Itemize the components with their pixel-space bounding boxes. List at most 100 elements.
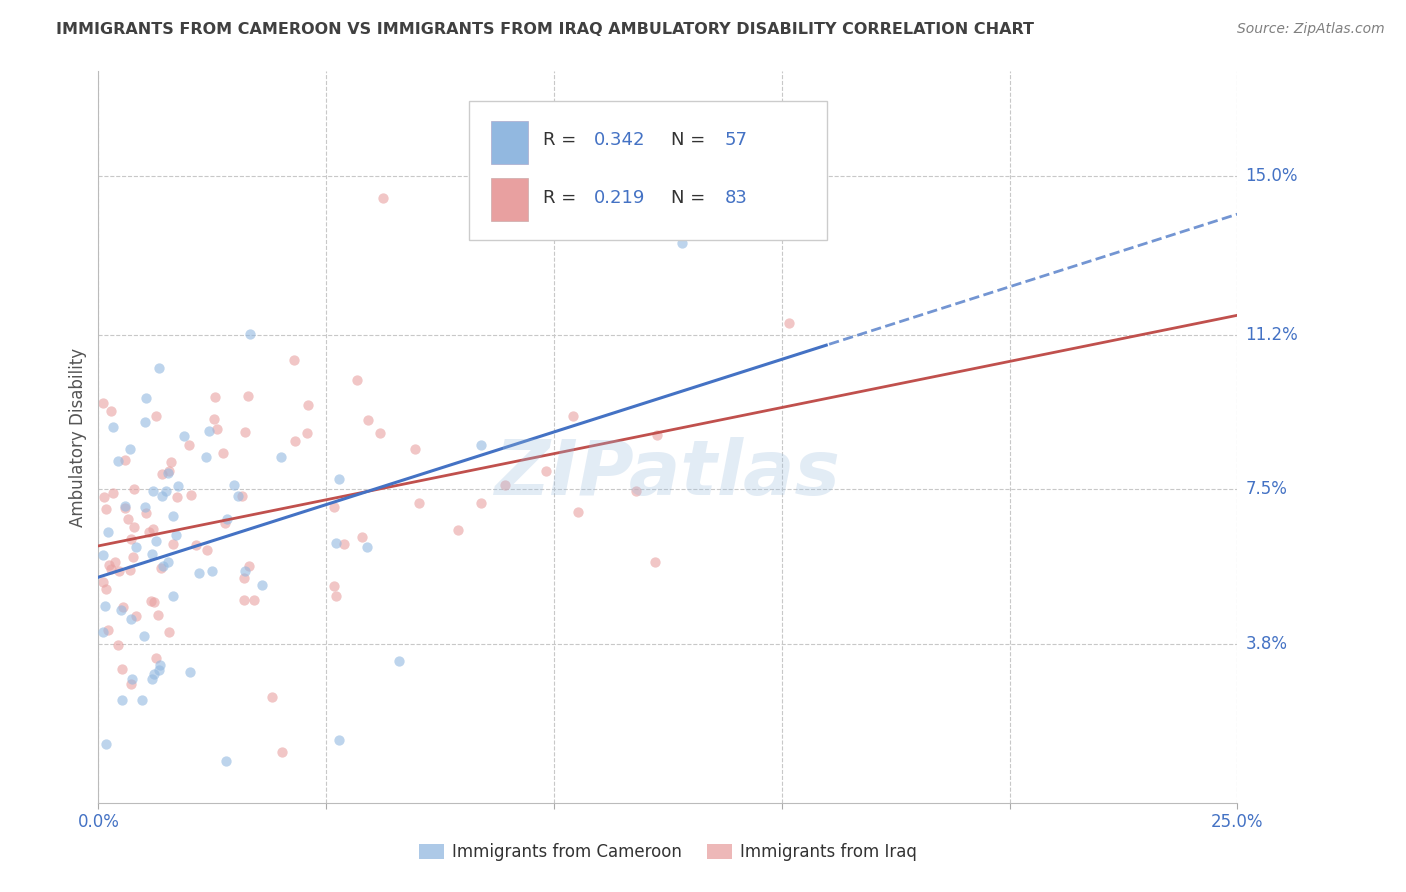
Point xyxy=(212,445,235,459)
Point xyxy=(141,672,163,686)
Point xyxy=(143,667,166,681)
Point xyxy=(145,534,167,549)
Point xyxy=(117,511,139,525)
Point xyxy=(120,563,142,577)
Point xyxy=(91,625,114,640)
Point xyxy=(120,612,142,626)
Point xyxy=(141,547,163,561)
Point xyxy=(284,434,307,449)
Point xyxy=(135,391,157,405)
Text: R =: R = xyxy=(543,188,582,207)
Point xyxy=(644,555,666,569)
Point xyxy=(388,654,411,668)
Point xyxy=(135,506,157,520)
Point xyxy=(325,589,347,603)
Text: ZIPatlas: ZIPatlas xyxy=(495,437,841,510)
Point xyxy=(97,525,120,540)
Point xyxy=(131,693,153,707)
Point xyxy=(166,491,188,505)
Point xyxy=(100,562,122,576)
Point xyxy=(165,528,187,542)
Point xyxy=(118,442,141,457)
Point xyxy=(148,663,170,677)
Point xyxy=(91,396,114,410)
Point xyxy=(470,438,492,452)
Point xyxy=(373,191,395,205)
Point xyxy=(534,464,557,478)
Point xyxy=(149,657,172,672)
Point xyxy=(111,693,134,707)
Point xyxy=(110,603,132,617)
Point xyxy=(567,505,589,519)
Point xyxy=(197,543,219,558)
Point xyxy=(271,746,294,760)
Point xyxy=(188,566,211,580)
Point xyxy=(134,415,156,429)
Point xyxy=(101,420,124,434)
Point xyxy=(142,483,165,498)
Point xyxy=(194,450,217,465)
Point xyxy=(146,608,169,623)
Point xyxy=(104,555,127,569)
Text: 11.2%: 11.2% xyxy=(1246,326,1298,343)
Text: 57: 57 xyxy=(725,131,748,149)
FancyBboxPatch shape xyxy=(491,120,527,164)
Point xyxy=(107,454,129,468)
Point xyxy=(232,571,254,585)
Point xyxy=(150,561,173,575)
Point xyxy=(404,442,426,456)
Point xyxy=(157,466,180,480)
Point xyxy=(295,425,318,440)
Point xyxy=(107,639,129,653)
Point xyxy=(111,662,134,676)
Text: N =: N = xyxy=(671,131,711,149)
Point xyxy=(120,533,142,547)
Point xyxy=(162,589,184,603)
Point xyxy=(328,732,350,747)
Point xyxy=(233,592,256,607)
Point xyxy=(561,409,583,423)
Point xyxy=(357,413,380,427)
Point xyxy=(778,316,800,330)
Point xyxy=(177,438,200,452)
Point xyxy=(114,452,136,467)
Point xyxy=(122,482,145,496)
Text: 15.0%: 15.0% xyxy=(1246,167,1298,185)
Point xyxy=(624,483,647,498)
Point xyxy=(179,665,201,679)
Point xyxy=(114,499,136,513)
Point xyxy=(122,549,145,564)
Point xyxy=(233,425,256,439)
Point xyxy=(198,425,221,439)
Point xyxy=(368,425,391,440)
Point xyxy=(180,488,202,502)
Point xyxy=(238,559,260,574)
Point xyxy=(202,412,225,426)
Point xyxy=(167,479,190,493)
Point xyxy=(204,390,226,404)
Point xyxy=(157,464,180,478)
Point xyxy=(323,579,346,593)
Point xyxy=(162,508,184,523)
Point xyxy=(134,500,156,515)
Point xyxy=(98,558,121,572)
Point xyxy=(125,540,148,554)
Point xyxy=(142,522,165,536)
Text: Source: ZipAtlas.com: Source: ZipAtlas.com xyxy=(1237,22,1385,37)
Point xyxy=(243,593,266,607)
Point xyxy=(201,564,224,578)
Point xyxy=(446,523,468,537)
Point xyxy=(142,595,165,609)
Point xyxy=(671,235,693,250)
Point xyxy=(239,326,262,341)
Point xyxy=(111,600,134,615)
Point xyxy=(145,651,167,665)
Point xyxy=(103,486,125,500)
Point xyxy=(108,564,131,578)
Point xyxy=(236,389,259,403)
Point xyxy=(94,502,117,516)
Point xyxy=(91,548,114,562)
Point xyxy=(157,625,180,640)
Point xyxy=(328,472,350,486)
Point xyxy=(205,422,228,436)
